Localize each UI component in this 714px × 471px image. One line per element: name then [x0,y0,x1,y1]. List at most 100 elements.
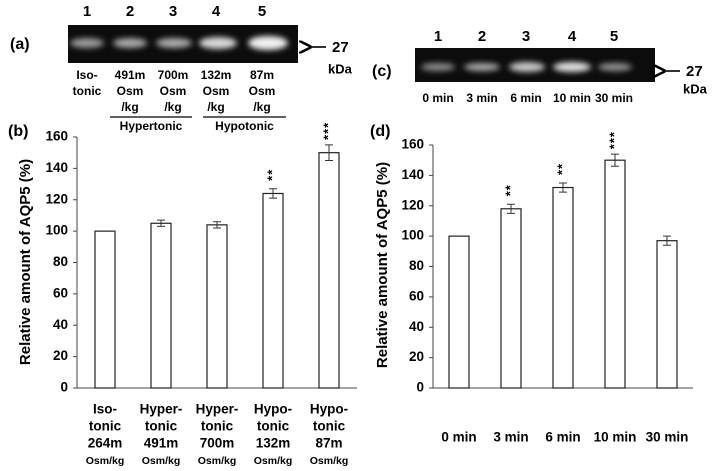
bar [318,152,340,389]
error-bar [325,144,333,162]
x-tick-label: Hyper- [140,402,183,417]
lane-number: 3 [169,3,177,20]
y-tick-label: 160 [401,137,424,152]
y-tick-label: 100 [45,223,68,238]
x-tick-label: Hyper- [196,402,239,417]
x-tick-label: Hypo- [254,402,292,417]
y-tick-label: 120 [401,197,424,212]
lane-label: Iso- [76,68,97,82]
error-bar [611,153,619,167]
bar [656,240,678,389]
lane-number: 2 [126,3,134,20]
error-bar [507,203,515,214]
error-bar [269,188,277,199]
lane-number: 4 [212,3,221,20]
x-tick-label: 491m [144,436,179,451]
lane-label: Osm [160,84,187,98]
x-tick-label: tonic [313,419,346,434]
bar [552,186,574,389]
lane-label: 6 min [510,91,541,105]
lane-number: 1 [434,28,442,45]
panel-label: (d) [370,123,390,140]
y-tick-label: 140 [45,160,68,175]
lane-label: Osm [203,84,230,98]
lane-label: 10 min [553,91,591,105]
marker-unit: kDa [683,81,708,96]
group-label: Hypotonic [215,119,274,133]
lane-label: /kg [121,100,138,114]
y-tick-label: 120 [45,191,68,206]
x-tick-label: tonic [201,419,234,434]
lane-label: /kg [253,100,270,114]
lane-label: 491m [115,68,146,82]
bar [604,159,626,389]
x-tick-label: 10 min [594,430,637,445]
x-tick-label: 6 min [545,430,580,445]
group-label: Hypertonic [120,119,183,133]
lane-label: 30 min [595,91,633,105]
lane-label: 87m [250,68,274,82]
x-tick-label: Osm/kg [198,455,237,467]
lane-label: 3 min [466,91,497,105]
lane-number: 5 [258,3,266,20]
x-tick-label: tonic [257,419,290,434]
y-tick-label: 80 [53,254,68,269]
lane-number: 5 [610,28,618,45]
y-tick-label: 40 [409,319,424,334]
x-tick-label: 0 min [441,430,476,445]
x-tick-label: Iso- [93,402,117,417]
lane-label: /kg [207,100,224,114]
x-tick-label: tonic [89,419,122,434]
error-bar [157,219,165,227]
bar [448,235,470,389]
marker-size: 27 [332,39,349,56]
lane-number: 4 [568,28,577,45]
significance: *** [320,122,335,140]
x-tick-label: 30 min [646,430,689,445]
x-tick-label: 700m [200,436,235,451]
x-tick-label: Osm/kg [310,455,349,467]
y-tick-label: 20 [409,349,424,364]
y-tick-label: 0 [416,380,424,395]
x-tick-label: Hypo- [310,402,348,417]
x-tick-label: 264m [88,436,123,451]
bar [262,192,284,389]
lane-number: 2 [478,28,486,45]
y-tick-label: 40 [53,317,68,332]
x-tick-label: Osm/kg [86,455,125,467]
lane-number: 1 [83,3,91,20]
y-tick-label: 160 [45,129,68,144]
y-tick-label: 20 [53,348,68,363]
bar [500,208,522,389]
lane-label: /kg [164,100,181,114]
lane-label: Osm [117,84,144,98]
significance: ** [264,169,279,181]
x-tick-label: Osm/kg [254,455,293,467]
y-tick-label: 0 [60,380,68,395]
lane-number: 3 [522,28,530,45]
marker-size: 27 [686,63,703,80]
panel-label: (c) [372,63,392,80]
x-tick-label: tonic [145,419,178,434]
y-tick-label: 60 [53,285,68,300]
blot-bands [421,62,632,72]
error-bar [559,182,567,193]
lane-label: 700m [158,68,189,82]
y-tick-label: 60 [409,288,424,303]
x-tick-label: 132m [256,436,291,451]
lane-label: 132m [201,68,232,82]
panel-label: (a) [10,36,30,53]
error-bar [663,235,671,246]
blot-bands [70,36,288,50]
bar [94,230,116,389]
y-axis-label: Relative amount of AQP5 (%) [374,162,391,368]
x-tick-label: Osm/kg [142,455,181,467]
significance: ** [554,163,569,175]
error-bar [213,221,221,229]
x-tick-label: 87m [315,436,342,451]
y-tick-label: 140 [401,167,424,182]
marker-unit: kDa [328,61,353,76]
y-axis-label: Relative amount of AQP5 (%) [17,159,34,365]
bar [150,222,172,389]
